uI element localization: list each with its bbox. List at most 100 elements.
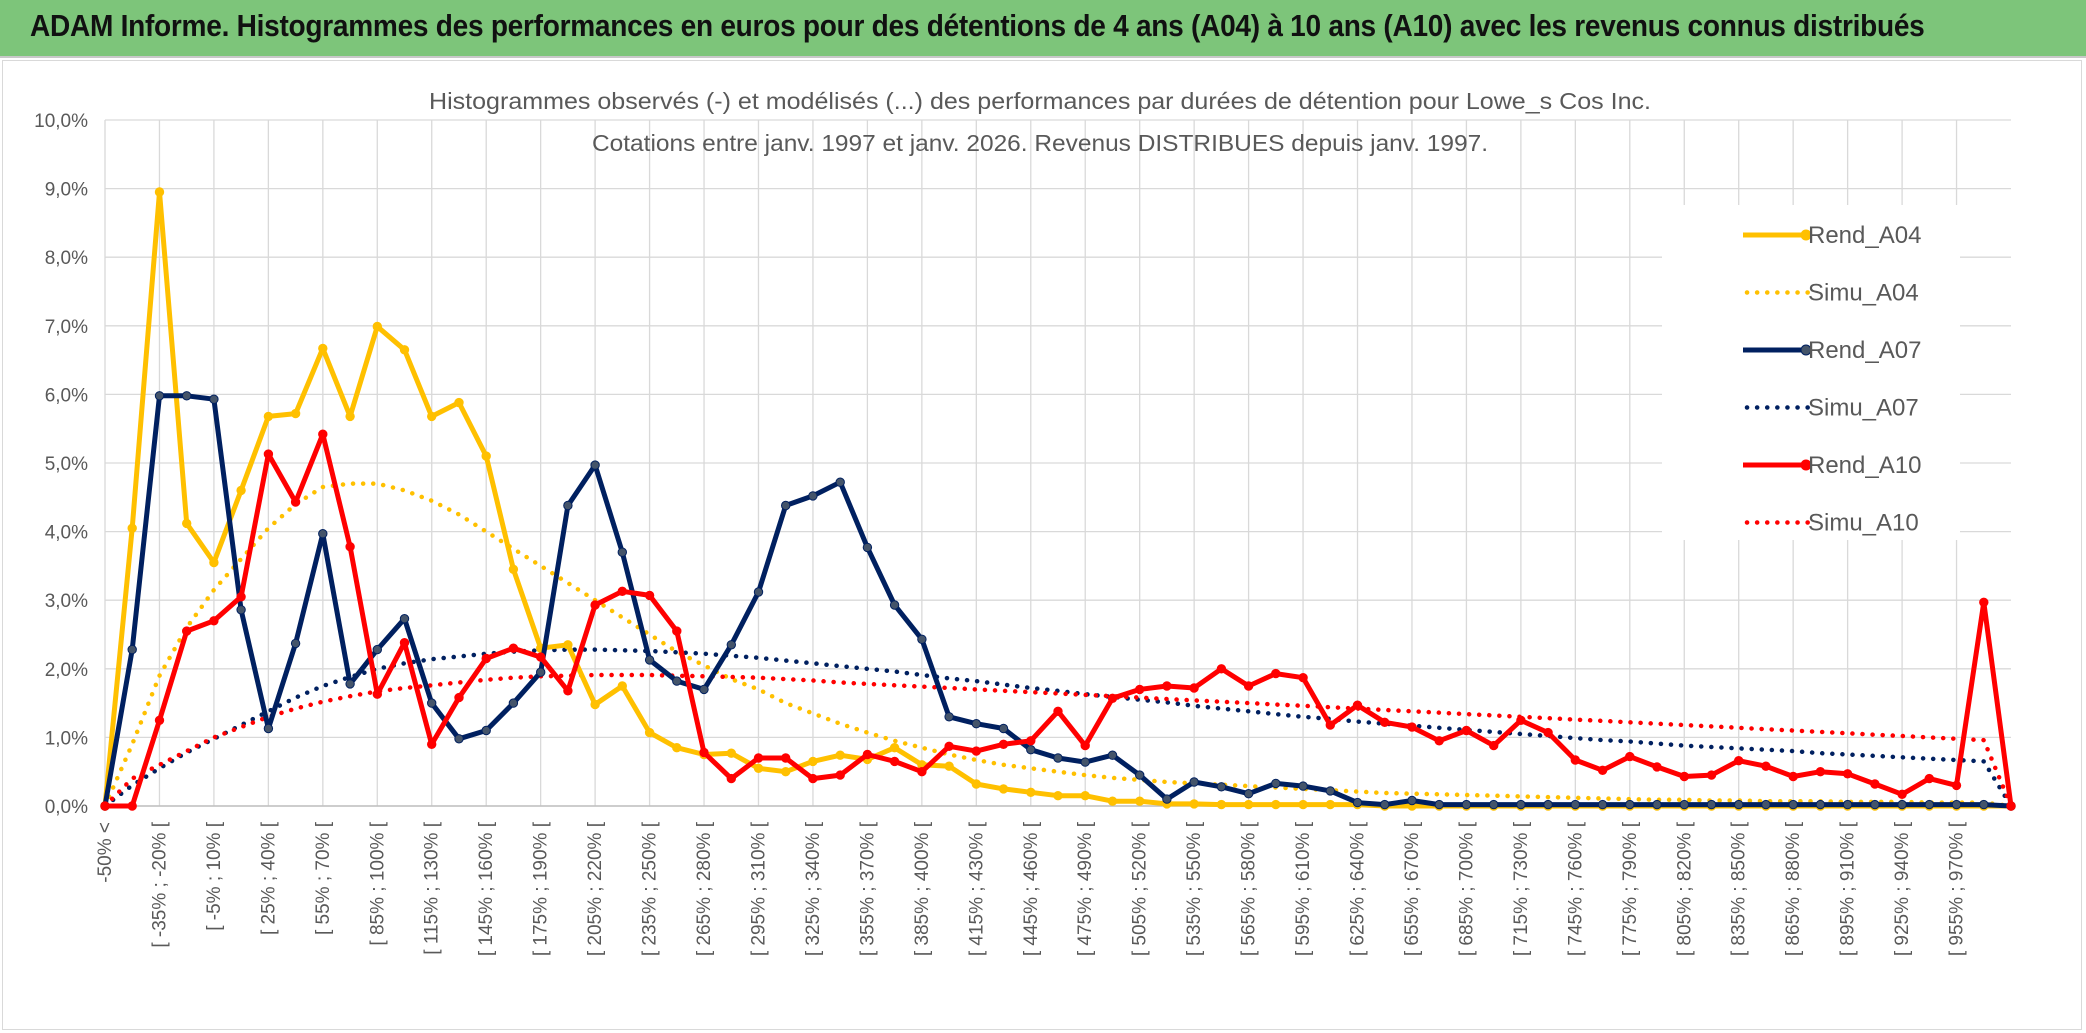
data-point-rend-a10 [1461, 725, 1472, 736]
data-point-rend-a07 [1325, 786, 1336, 796]
data-point-rend-a07 [263, 723, 274, 734]
data-point-rend-a07 [1380, 799, 1390, 810]
data-point-rend-a04 [644, 727, 655, 738]
data-point-rend-a10 [1216, 664, 1227, 674]
data-point-rend-a07 [1897, 799, 1907, 810]
data-point-rend-a07 [1298, 781, 1308, 791]
series-line-simu-a04 [102, 481, 2014, 809]
data-point-rend-a10 [1243, 681, 1254, 691]
data-point-rend-a07 [236, 605, 246, 615]
data-point-rend-a10 [2006, 801, 2016, 811]
x-tick-label: [ 685% ; 700% [ [1456, 821, 1477, 956]
data-point-rend-a10 [672, 626, 682, 636]
x-tick-label: [ 445% ; 460% [ [1021, 821, 1042, 956]
data-point-rend-a10 [1271, 668, 1281, 679]
data-point-rend-a07 [1135, 770, 1145, 780]
data-point-rend-a04 [781, 767, 791, 777]
x-tick-label: [ 925% ; 940% [ [1892, 821, 1913, 956]
data-point-rend-a10 [726, 773, 736, 784]
data-point-rend-a10 [1924, 773, 1935, 784]
data-point-rend-a10 [127, 801, 137, 811]
data-point-rend-a10 [1706, 770, 1717, 780]
data-point-rend-a10 [1979, 597, 1989, 607]
data-point-rend-a07 [290, 638, 301, 649]
legend-marker-rend-a10 [1800, 459, 1812, 471]
data-point-rend-a04 [889, 743, 900, 753]
data-point-rend-a07 [1543, 799, 1553, 810]
data-point-rend-a07 [889, 600, 900, 610]
x-tick-label: [ 355% ; 370% [ [857, 821, 878, 956]
data-point-rend-a07 [127, 644, 137, 655]
data-point-rend-a07 [808, 491, 818, 501]
legend-label-simu-a07: Simu_A07 [1808, 395, 1919, 422]
data-point-rend-a10 [100, 801, 110, 811]
x-tick-label: [ 865% ; 880% [ [1783, 821, 1804, 956]
data-point-rend-a07 [672, 676, 682, 686]
data-point-rend-a04 [944, 761, 954, 771]
data-point-rend-a10 [290, 497, 301, 507]
data-point-rend-a07 [1679, 799, 1690, 810]
data-point-rend-a10 [263, 449, 274, 459]
data-point-rend-a07 [182, 391, 192, 401]
x-tick-label: [ 895% ; 910% [ [1838, 821, 1859, 956]
data-point-rend-a10 [917, 767, 927, 777]
y-tick-label: 7,0% [45, 317, 88, 338]
data-point-rend-a10 [1162, 681, 1172, 691]
data-point-rend-a07 [944, 712, 954, 722]
x-tick-label: [ 415% ; 430% [ [966, 821, 987, 956]
data-point-rend-a10 [536, 652, 546, 662]
data-point-rend-a04 [971, 779, 981, 789]
x-tick-label: [ 625% ; 640% [ [1348, 821, 1369, 956]
x-tick-label: [ 535% ; 550% [ [1184, 821, 1205, 956]
y-tick-label: 6,0% [45, 385, 88, 406]
data-point-rend-a07 [1189, 777, 1199, 787]
data-point-rend-a04 [998, 784, 1009, 794]
data-point-rend-a10 [182, 626, 192, 636]
data-point-rend-a10 [1135, 684, 1145, 695]
x-tick-label: [ 955% ; 970% [ [1947, 821, 1968, 956]
data-point-rend-a10 [1597, 765, 1608, 775]
data-point-rend-a07 [318, 529, 328, 539]
data-point-rend-a10 [1380, 717, 1390, 727]
data-point-rend-a07 [617, 547, 627, 557]
data-point-rend-a10 [1325, 720, 1336, 730]
report-title: ADAM Informe. Histogrammes des performan… [30, 8, 1925, 43]
data-point-rend-a07 [1271, 778, 1281, 789]
legend-background [1662, 205, 1960, 540]
data-point-rend-a04 [290, 408, 301, 419]
data-point-rend-a04 [1298, 799, 1308, 810]
data-point-rend-a04 [209, 557, 219, 568]
data-point-rend-a07 [781, 500, 791, 511]
legend: Rend_A04 Simu_A04 Rend_A07 Simu_A07 Rend_A10… [1743, 222, 1921, 537]
data-point-rend-a04 [127, 523, 137, 533]
data-point-rend-a07 [1652, 799, 1662, 810]
data-point-rend-a07 [1570, 799, 1581, 810]
data-point-rend-a07 [1407, 795, 1417, 806]
data-point-rend-a04 [1271, 799, 1281, 810]
data-point-rend-a07 [1734, 799, 1744, 810]
data-point-rend-a04 [1243, 799, 1254, 810]
data-point-rend-a10 [808, 773, 818, 784]
data-point-rend-a04 [427, 411, 437, 422]
data-point-rend-a04 [1053, 791, 1063, 801]
series-line-simu-a10 [102, 672, 2014, 809]
data-point-rend-a07 [1924, 799, 1935, 810]
data-point-rend-a07 [399, 614, 410, 624]
data-point-rend-a04 [454, 397, 464, 408]
x-tick-label: [ -35% ; -20% [ [149, 821, 170, 947]
data-point-rend-a10 [154, 715, 165, 725]
data-point-rend-a10 [699, 747, 709, 758]
data-point-rend-a07 [1870, 799, 1880, 810]
data-point-rend-a07 [1597, 799, 1608, 810]
data-point-rend-a10 [1652, 762, 1662, 772]
data-point-rend-a04 [1216, 799, 1227, 810]
series-line-simu-a07 [102, 647, 2014, 809]
data-point-rend-a10 [399, 638, 410, 648]
x-tick-label: [ 235% ; 250% [ [640, 821, 661, 956]
data-point-rend-a10 [1897, 789, 1907, 799]
x-tick-label: [ 85% ; 100% [ [367, 821, 388, 945]
x-tick-label: [ 475% ; 490% [ [1075, 821, 1096, 956]
data-point-rend-a10 [1298, 673, 1308, 683]
data-point-rend-a07 [1026, 745, 1036, 755]
data-point-rend-a10 [318, 429, 328, 439]
